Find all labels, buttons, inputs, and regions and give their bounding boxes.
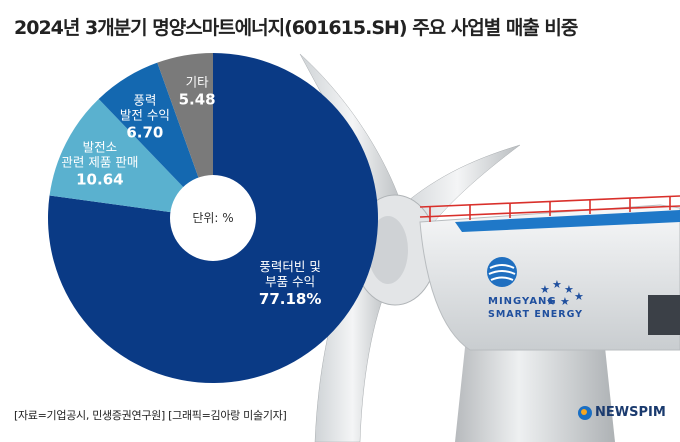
slice-name-label: 풍력터빈 및	[259, 259, 320, 274]
newspim-logo-icon	[578, 405, 592, 420]
chart-title: 2024년 3개분기 명양스마트에너지(601615.SH) 주요 사업별 매출…	[14, 17, 578, 39]
slice-value-label: 6.70	[126, 124, 163, 142]
slice-value-label: 10.64	[76, 170, 123, 188]
slice-name-label: 발전소	[83, 139, 118, 154]
railing	[419, 195, 680, 222]
nacelle-brand-line1: MINGYANG	[488, 296, 557, 307]
pie-slice	[47, 53, 378, 383]
source-credit: [자료=기업공시, 민생증권연구원] [그래픽=김아랑 미술기자]	[14, 409, 287, 422]
svg-text:★: ★	[564, 283, 574, 296]
newspim-logo-text: NEWSPIM	[595, 405, 666, 420]
newspim-logo: NEWSPIM	[578, 405, 666, 420]
slice-value-label: 77.18%	[259, 290, 321, 308]
nacelle-brand-line2: SMART ENERGY	[488, 309, 583, 320]
slice-value-label: 5.48	[179, 90, 216, 108]
svg-text:★: ★	[552, 278, 562, 291]
svg-text:★: ★	[546, 295, 556, 308]
svg-text:★: ★	[540, 283, 550, 296]
stars-icon: ★ ★ ★ ★ ★ ★	[540, 278, 584, 308]
svg-text:★: ★	[560, 295, 570, 308]
nacelle	[419, 204, 680, 351]
center-hole	[170, 175, 256, 261]
pie-slice	[98, 62, 213, 219]
slice-name-label: 기타	[186, 74, 210, 89]
slice-name-label: 발전 수익	[120, 108, 170, 123]
slice-name-label: 관련 제품 판매	[61, 154, 138, 169]
slice-name-label: 부품 수익	[265, 274, 315, 289]
pie-slice	[157, 53, 213, 218]
pie-slice	[49, 99, 213, 218]
slice-name-label: 풍력	[133, 93, 156, 108]
unit-label: 단위: %	[192, 211, 233, 225]
svg-text:★: ★	[574, 290, 584, 303]
